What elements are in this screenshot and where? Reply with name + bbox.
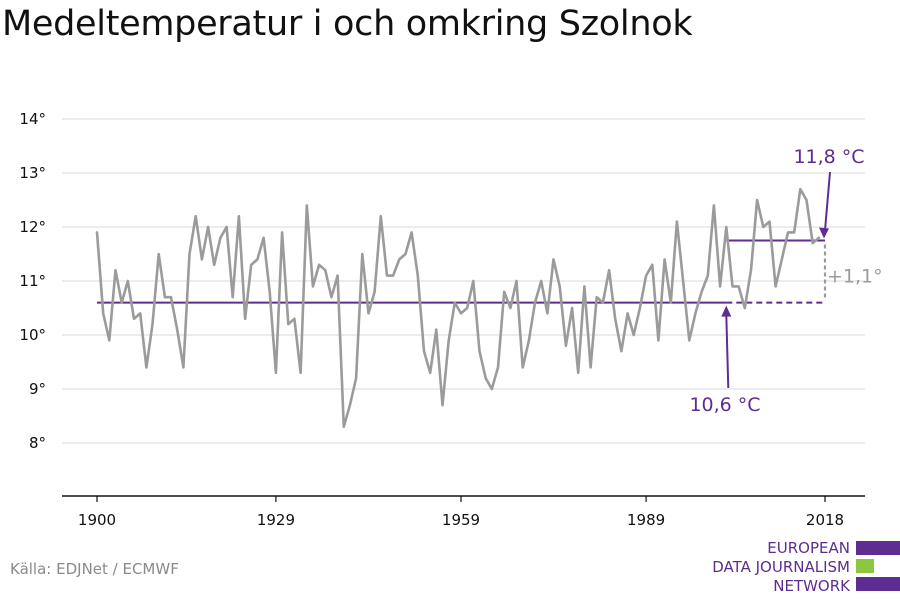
chart-title: Medeltemperatur i och omkring Szolnok: [2, 4, 693, 44]
temperature-line: [95, 187, 821, 429]
x-tick-label: 1929: [257, 511, 295, 529]
logo-line-2: DATA JOURNALISM: [712, 558, 850, 576]
logo-line-3: NETWORK: [773, 577, 850, 595]
y-tick-label: 10°: [19, 326, 46, 344]
x-tick-label: 1959: [442, 511, 480, 529]
edjnet-logo: EUROPEAN DATA JOURNALISM NETWORK: [690, 538, 900, 598]
logo-bar-purple-top: [856, 541, 900, 555]
x-axis: [62, 495, 865, 502]
difference-label: +1,1°: [827, 266, 883, 288]
y-tick-label: 12°: [19, 218, 46, 236]
high-annotation-label: 11,8 °C: [793, 146, 864, 168]
logo-bar-green: [856, 559, 874, 573]
gridlines: [62, 118, 865, 444]
source-credit: Källa: EDJNet / ECMWF: [10, 560, 179, 578]
y-axis-tick-labels: 8° 9° 10° 11° 12° 13° 14°: [19, 110, 46, 452]
x-axis-tick-labels: 1900 1929 1959 1989 2018: [78, 511, 844, 529]
y-tick-label: 14°: [19, 110, 46, 128]
high-annotation-arrow: [824, 171, 831, 231]
low-annotation-arrow: [725, 314, 730, 389]
x-tick-label: 1900: [78, 511, 116, 529]
x-tick-label: 1989: [627, 511, 665, 529]
logo-line-1: EUROPEAN: [767, 539, 850, 557]
low-annotation-arrowhead: [721, 305, 732, 317]
y-tick-label: 8°: [29, 434, 46, 452]
x-tick-label: 2018: [806, 511, 844, 529]
low-annotation-label: 10,6 °C: [689, 394, 760, 416]
y-tick-label: 13°: [19, 164, 46, 182]
high-annotation-arrowhead: [819, 227, 829, 239]
y-tick-label: 11°: [19, 272, 46, 290]
reference-lines: [97, 239, 825, 304]
temperature-series: [95, 187, 821, 429]
y-tick-label: 9°: [29, 380, 46, 398]
annotations: 11,8 °C 10,6 °C +1,1°: [689, 146, 882, 416]
logo-bar-purple-bottom: [856, 577, 900, 591]
